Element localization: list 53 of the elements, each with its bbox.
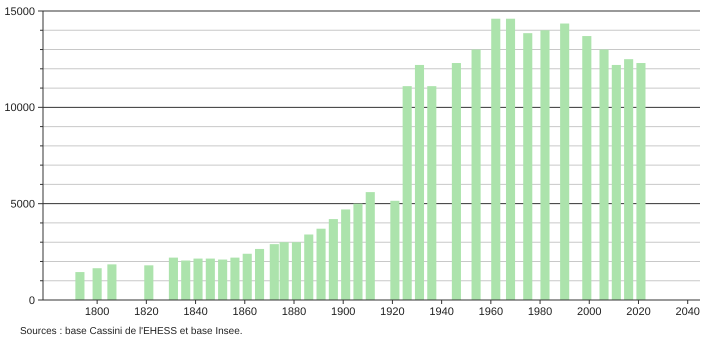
x-tick-label: 1840	[183, 306, 208, 318]
bar	[540, 30, 550, 300]
bar	[168, 258, 178, 300]
x-tick-label: 1960	[478, 306, 504, 318]
bar	[218, 260, 228, 300]
bar	[366, 192, 375, 300]
source-note: Sources : base Cassini de l'EHESS et base Insee.	[20, 326, 243, 337]
bar	[193, 258, 203, 300]
bar	[341, 209, 350, 300]
bar	[107, 264, 116, 300]
bar	[599, 50, 609, 300]
x-tick-label: 2040	[675, 306, 700, 318]
bar	[230, 258, 240, 300]
bar	[353, 204, 363, 300]
bar	[304, 234, 314, 300]
bar	[316, 228, 326, 300]
bar	[491, 18, 500, 300]
x-tick-label: 1880	[282, 306, 306, 318]
x-tick-label: 1920	[380, 306, 405, 318]
bar	[92, 268, 102, 300]
bar	[206, 258, 215, 300]
bar	[472, 50, 481, 300]
x-tick-label: 1800	[84, 306, 110, 318]
y-tick-label: 10000	[4, 102, 35, 114]
x-tick-label: 2020	[626, 306, 651, 318]
bar	[636, 63, 646, 300]
bar	[181, 260, 190, 300]
bar	[254, 248, 264, 300]
y-tick-label: 15000	[4, 6, 35, 18]
y-tick-label: 0	[28, 294, 35, 307]
bar	[624, 59, 634, 300]
x-tick-label: 1860	[232, 306, 258, 318]
x-tick-label: 1820	[134, 306, 159, 318]
bar	[402, 86, 412, 300]
bar	[523, 33, 532, 300]
x-tick-label: 2000	[577, 306, 602, 318]
x-tick-label: 1900	[330, 306, 356, 318]
bar	[414, 64, 424, 300]
bar	[560, 24, 570, 300]
x-tick-label: 1980	[528, 306, 552, 318]
bar	[390, 200, 400, 300]
bar	[427, 86, 436, 300]
bar	[612, 64, 621, 300]
y-tick-label: 5000	[10, 198, 35, 211]
bar	[292, 242, 301, 300]
bar	[75, 272, 84, 300]
bar	[452, 63, 461, 300]
bar	[582, 36, 592, 300]
bar	[506, 18, 516, 300]
x-tick-label: 1940	[429, 306, 454, 318]
bar	[242, 254, 252, 300]
bar	[144, 265, 154, 300]
bar	[328, 219, 338, 300]
